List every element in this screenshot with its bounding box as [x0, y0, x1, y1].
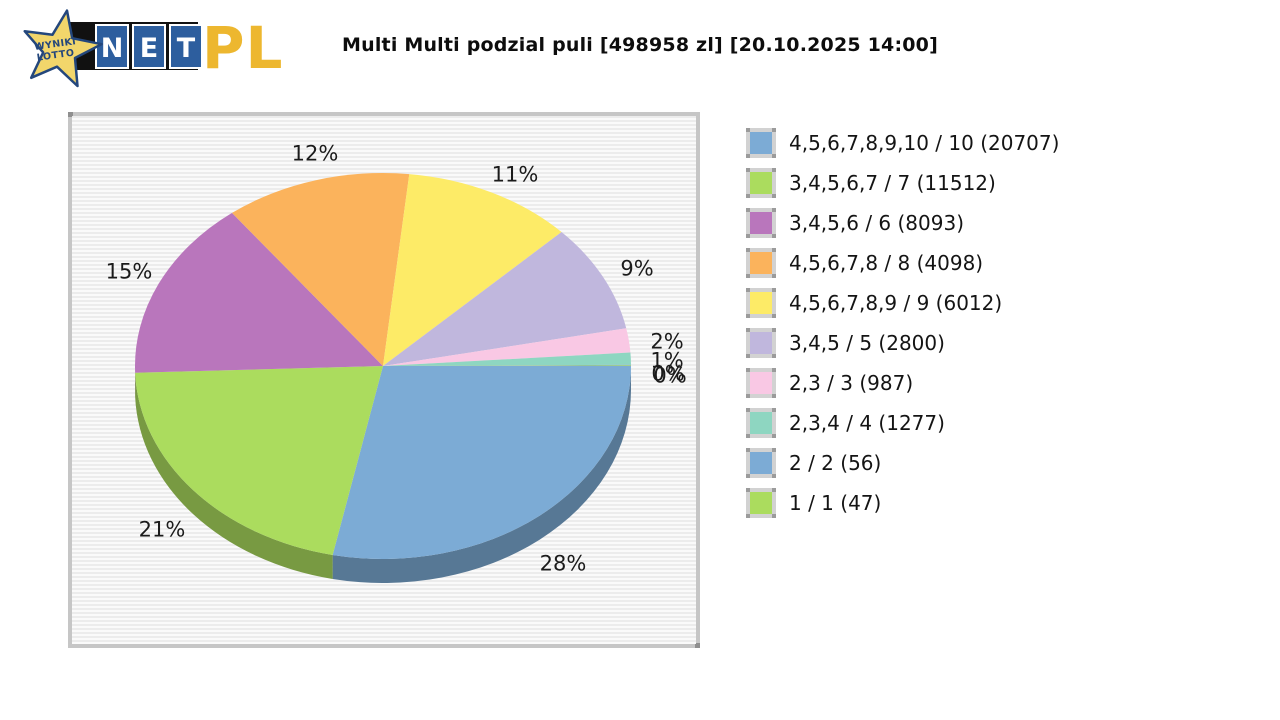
- pie-slice: [383, 364, 632, 366]
- legend-label: 4,5,6,7,8,9,10 / 10 (20707): [789, 131, 1060, 155]
- chart-panel: 28% 21% 15% 12% 11% 9% 2% 1% 0% 0%: [68, 112, 700, 648]
- percent-label: 21%: [138, 517, 186, 542]
- legend-item: 2 / 2 (56): [746, 443, 1059, 483]
- percent-label: 2%: [650, 329, 684, 354]
- legend-label: 4,5,6,7,8,9 / 9 (6012): [789, 291, 1003, 315]
- percent-label: 11%: [491, 162, 539, 187]
- net-tiles: N E T: [95, 24, 203, 69]
- legend-label: 3,4,5 / 5 (2800): [789, 331, 945, 355]
- pie-slice: [383, 174, 562, 366]
- legend-swatch: [746, 448, 776, 478]
- legend-label: 3,4,5,6,7 / 7 (11512): [789, 171, 996, 195]
- legend-swatch: [746, 328, 776, 358]
- legend-swatch: [746, 488, 776, 518]
- pie-slice: [134, 212, 383, 373]
- legend-swatch: [746, 288, 776, 318]
- legend-swatch: [746, 168, 776, 198]
- percent-label: 15%: [105, 259, 153, 284]
- legend-label: 2,3 / 3 (987): [789, 371, 914, 395]
- net-letter-n: N: [101, 33, 124, 64]
- pie-slice: [135, 366, 383, 555]
- chart-legend: 4,5,6,7,8,9,10 / 10 (20707) 3,4,5,6,7 / 7…: [746, 123, 1059, 523]
- legend-item: 4,5,6,7,8,9 / 9 (6012): [746, 283, 1059, 323]
- percent-label: 28%: [539, 551, 587, 576]
- legend-item: 2,3,4 / 4 (1277): [746, 403, 1059, 443]
- pie-slice: [383, 365, 632, 366]
- pie-slice-side: [332, 366, 631, 584]
- legend-item: 1 / 1 (47): [746, 483, 1059, 523]
- pie-slice: [383, 232, 627, 366]
- percent-label: 12%: [291, 141, 339, 166]
- pie-slice-side: [135, 372, 333, 579]
- legend-swatch: [746, 408, 776, 438]
- legend-item: 4,5,6,7,8,9,10 / 10 (20707): [746, 123, 1059, 163]
- legend-item: 2,3 / 3 (987): [746, 363, 1059, 403]
- percent-label: 1%: [650, 348, 684, 373]
- pie-slice: [383, 352, 631, 366]
- legend-item: 3,4,5,6,7 / 7 (11512): [746, 163, 1059, 203]
- pie-slice: [332, 366, 631, 560]
- legend-item: 3,4,5,6 / 6 (8093): [746, 203, 1059, 243]
- legend-swatch: [746, 368, 776, 398]
- wyniki-lotto-net-pl-logo: N E T PL WYNIKI LOTTO: [10, 4, 300, 92]
- lotto-star-icon: WYNIKI LOTTO: [23, 9, 103, 88]
- star-text-lotto: LOTTO: [36, 47, 75, 63]
- legend-swatch: [746, 248, 776, 278]
- pie-chart: [134, 173, 632, 584]
- logo-graphic: N E T PL WYNIKI LOTTO: [23, 9, 283, 88]
- logo-pl-text: PL: [202, 14, 283, 82]
- legend-item: 3,4,5 / 5 (2800): [746, 323, 1059, 363]
- page-title: Multi Multi podzial puli [498958 zl] [20…: [341, 34, 938, 56]
- pie-slice: [232, 173, 410, 366]
- pie-slice: [383, 328, 631, 366]
- legend-item: 4,5,6,7,8 / 8 (4098): [746, 243, 1059, 283]
- percent-label: 0%: [653, 363, 687, 388]
- legend-label: 3,4,5,6 / 6 (8093): [789, 211, 965, 235]
- net-letter-e: E: [140, 33, 158, 64]
- legend-label: 2 / 2 (56): [789, 451, 882, 475]
- legend-swatch: [746, 128, 776, 158]
- percent-label: 9%: [620, 256, 654, 281]
- legend-label: 1 / 1 (47): [789, 491, 882, 515]
- legend-label: 2,3,4 / 4 (1277): [789, 411, 945, 435]
- net-letter-t: T: [177, 33, 196, 64]
- percent-label: 0%: [651, 361, 685, 386]
- legend-swatch: [746, 208, 776, 238]
- legend-label: 4,5,6,7,8 / 8 (4098): [789, 251, 984, 275]
